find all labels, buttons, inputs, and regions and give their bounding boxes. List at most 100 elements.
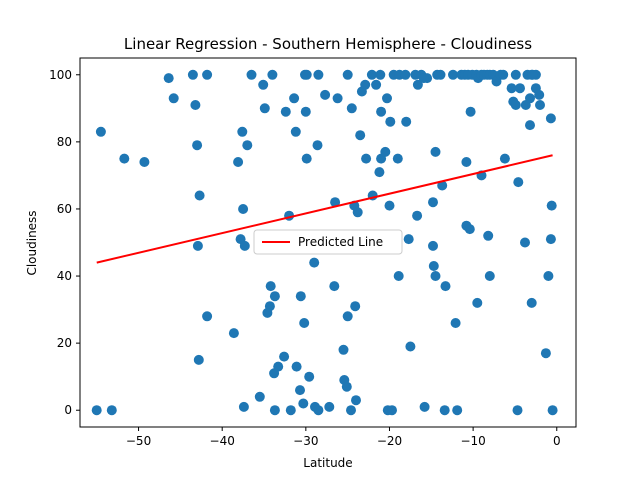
axes-frame xyxy=(79,57,577,428)
y-tick-label: 60 xyxy=(57,202,72,216)
data-point xyxy=(254,391,265,402)
y-axis-ticks: 0 20 40 60 80 100 xyxy=(49,68,80,417)
data-point xyxy=(401,116,412,127)
data-point xyxy=(526,297,537,308)
data-point xyxy=(301,69,312,80)
data-point xyxy=(202,69,213,80)
data-point xyxy=(300,106,311,117)
data-point xyxy=(139,157,150,167)
data-point xyxy=(380,146,391,157)
legend-label-predicted-line: Predicted Line xyxy=(298,235,383,249)
data-point xyxy=(405,341,416,352)
data-point xyxy=(290,126,301,137)
data-point xyxy=(309,257,320,268)
y-tick-label: 100 xyxy=(49,68,72,82)
data-point xyxy=(259,103,270,114)
data-point xyxy=(464,224,475,235)
data-point xyxy=(546,200,557,211)
data-point xyxy=(374,167,385,178)
data-point xyxy=(400,69,411,80)
data-point xyxy=(119,153,130,164)
data-point xyxy=(329,281,340,292)
regression-line xyxy=(96,154,553,264)
data-point xyxy=(265,281,276,292)
data-point xyxy=(163,73,174,84)
data-point xyxy=(484,271,495,281)
data-point xyxy=(525,120,535,131)
y-tick-label: 40 xyxy=(57,269,72,283)
data-point xyxy=(168,93,179,104)
x-tick-label: −30 xyxy=(293,434,318,448)
data-point xyxy=(238,204,249,214)
data-point xyxy=(289,93,300,104)
x-axis-label: Latitude xyxy=(303,456,352,470)
data-point xyxy=(465,106,476,117)
data-point xyxy=(341,381,352,392)
y-tick-label: 20 xyxy=(57,336,72,350)
x-tick-label: −10 xyxy=(460,434,485,448)
data-point xyxy=(202,311,213,322)
data-point xyxy=(472,297,483,308)
data-point xyxy=(233,157,244,167)
data-point xyxy=(384,200,395,211)
data-point xyxy=(324,401,335,412)
data-point xyxy=(106,405,117,416)
data-point xyxy=(439,405,450,416)
y-tick-label: 80 xyxy=(57,135,72,149)
data-point xyxy=(450,318,461,328)
data-point xyxy=(352,207,363,218)
data-point xyxy=(91,405,102,416)
data-point xyxy=(535,100,545,110)
data-point xyxy=(510,100,521,110)
data-point xyxy=(534,89,545,100)
data-point xyxy=(360,79,371,90)
data-point xyxy=(298,398,309,409)
data-point xyxy=(412,210,423,221)
data-point xyxy=(320,89,331,100)
data-point xyxy=(280,106,291,117)
data-point xyxy=(312,140,323,151)
x-axis-ticks: −50 −40 −30 −20 −10 0 xyxy=(126,427,561,448)
data-point xyxy=(461,157,472,167)
data-point xyxy=(387,405,397,416)
x-tick-label: −40 xyxy=(210,434,235,448)
data-point xyxy=(419,401,430,412)
data-point xyxy=(269,405,280,416)
data-point xyxy=(392,153,403,164)
legend-box xyxy=(253,229,403,255)
data-point xyxy=(258,79,269,90)
data-point xyxy=(351,395,361,406)
data-point xyxy=(440,281,451,292)
data-point xyxy=(313,69,324,80)
y-axis-label: Cloudiness xyxy=(25,210,39,275)
data-point xyxy=(385,116,396,127)
x-tick-label: −20 xyxy=(377,434,402,448)
data-point xyxy=(190,100,201,110)
data-point xyxy=(338,344,349,355)
x-tick-label: 0 xyxy=(553,434,561,448)
data-point xyxy=(239,240,250,251)
data-point xyxy=(194,190,205,201)
data-point xyxy=(430,271,441,281)
data-point xyxy=(193,354,204,365)
data-point xyxy=(355,130,366,141)
data-point xyxy=(238,401,249,412)
data-point xyxy=(313,405,324,416)
data-point xyxy=(525,93,535,104)
data-points xyxy=(91,69,558,416)
data-point xyxy=(499,153,510,164)
data-point xyxy=(350,301,361,312)
data-point xyxy=(403,234,414,245)
data-point xyxy=(332,93,343,104)
data-point xyxy=(301,153,312,164)
data-point xyxy=(366,69,377,80)
data-point xyxy=(295,385,305,396)
data-point xyxy=(371,79,382,90)
data-point xyxy=(299,318,310,328)
x-tick-label: −50 xyxy=(126,434,151,448)
data-point xyxy=(361,153,372,164)
data-point xyxy=(393,271,404,281)
data-point xyxy=(187,69,198,80)
data-point xyxy=(382,93,392,104)
